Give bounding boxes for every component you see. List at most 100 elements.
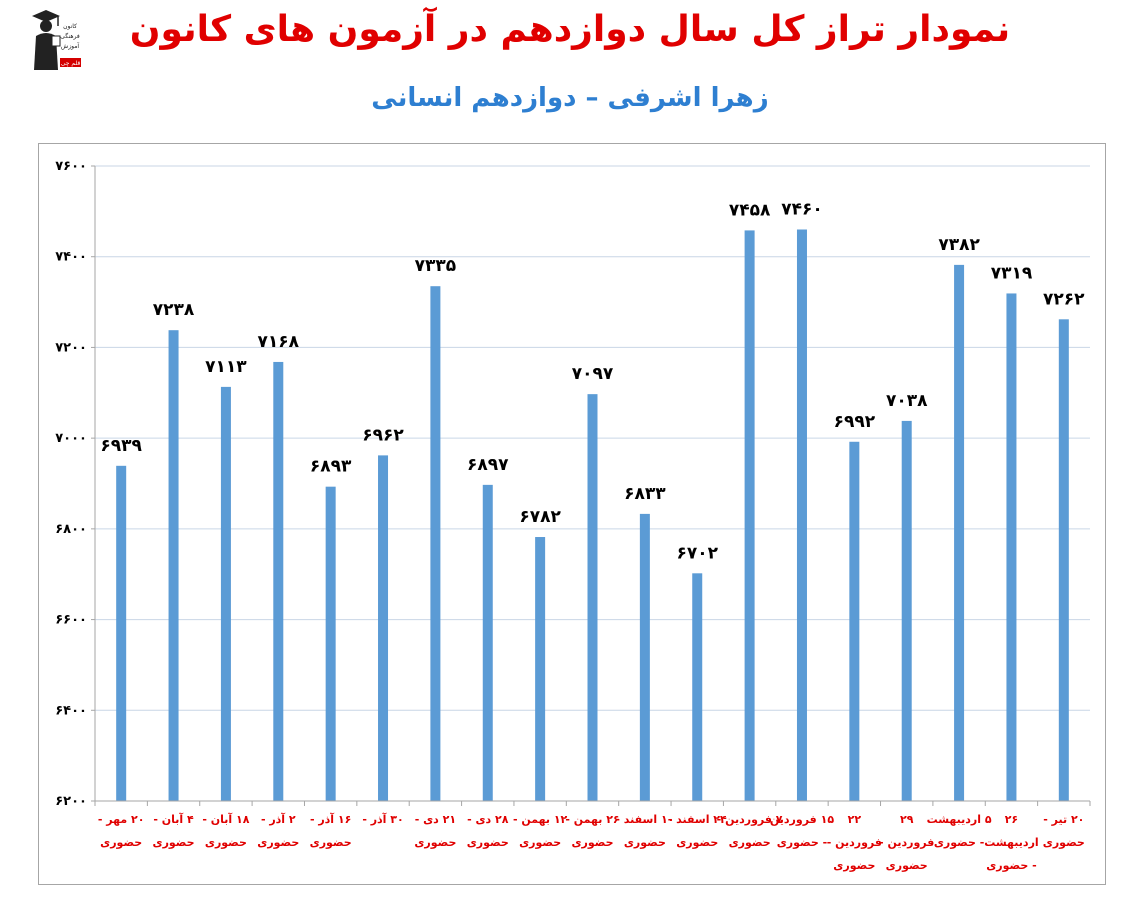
x-tick-label: - حضوری xyxy=(934,836,984,849)
x-tick-label: ۳۰ آذر - xyxy=(362,812,403,826)
x-tick-label: ۲۲ xyxy=(848,813,862,826)
x-tick-label: حضوری xyxy=(886,859,928,872)
x-tick-label: فروردین - xyxy=(827,836,882,849)
y-tick-label: ۶۸۰۰ xyxy=(55,522,87,537)
y-tick-label: ۷۶۰۰ xyxy=(55,159,87,174)
kanoon-graduate-logo-icon: کانون فرهنگی آموزش قلم چی xyxy=(30,6,82,72)
x-tick-label: ۴ آبان - xyxy=(153,812,194,826)
x-tick-label: حضوری xyxy=(729,836,771,849)
logo-text-2: فرهنگی xyxy=(60,32,80,40)
page-title: نمودار تراز کل سال دوازدهم در آزمون های … xyxy=(129,9,1011,50)
logo-text-1: کانون xyxy=(63,23,77,30)
data-label: ۷۰۳۸ xyxy=(886,391,928,411)
chart-frame xyxy=(38,143,1106,885)
x-tick-label: حضوری xyxy=(467,836,509,849)
x-tick-label: ۱۵ فروردین xyxy=(770,813,834,826)
data-label: ۷۲۶۲ xyxy=(1043,289,1085,309)
x-tick-label: ۱۸ آبان - xyxy=(202,812,249,826)
bar xyxy=(796,229,807,801)
page-subtitle: زهرا اشرفی – دوازدهم انسانی xyxy=(371,83,769,113)
logo-text-3: آموزش xyxy=(61,41,80,50)
x-tick-label: - حضوری xyxy=(986,859,1036,872)
x-tick-label: حضوری xyxy=(519,836,561,849)
x-tick-label: ۲۰ مهر - xyxy=(98,813,145,826)
bar xyxy=(430,286,441,802)
x-tick-label: حضوری xyxy=(571,836,613,849)
x-tick-label: حضوری xyxy=(414,836,456,849)
x-tick-label: فروردین - xyxy=(879,836,934,849)
bar xyxy=(954,264,965,802)
bar xyxy=(116,465,127,801)
x-tick-label: ۲۶ بهمن - xyxy=(565,813,619,826)
x-tick-label: حضوری xyxy=(624,836,666,849)
data-label: ۶۸۹۳ xyxy=(310,457,352,477)
category-labels: ۲۰ مهر - حضوری ۴ آبان - حضوری ۱۸ آبان - حضوری… xyxy=(98,812,1085,872)
data-label: ۶۹۹۲ xyxy=(834,412,876,432)
x-tick-label: حضوری xyxy=(153,836,195,849)
x-tick-label: حضوری xyxy=(205,836,247,849)
bar xyxy=(378,455,389,801)
x-tick-label: حضوری xyxy=(833,859,875,872)
x-tick-label: ۱۲ بهمن - xyxy=(513,813,568,826)
data-label: ۷۰۹۷ xyxy=(572,364,614,384)
bar xyxy=(220,386,231,801)
logo-text-4: قلم چی xyxy=(61,60,81,67)
x-tick-label: ۲ آذر - xyxy=(261,812,296,826)
x-tick-label: ۲۰ تیر - xyxy=(1043,813,1084,826)
x-tick-label: ۲۹ xyxy=(900,813,914,826)
data-label: ۶۸۳۳ xyxy=(624,484,666,504)
data-label: ۶۹۳۹ xyxy=(100,436,142,456)
x-tick-label: ۱۶ آذر - xyxy=(310,812,351,826)
y-tick-label: ۷۰۰۰ xyxy=(55,431,87,446)
x-tick-label: ۲۶ xyxy=(1005,813,1018,826)
bar xyxy=(535,537,546,801)
data-label: ۶۹۶۲ xyxy=(362,425,404,445)
bar xyxy=(692,573,703,801)
x-tick-label: ۲۱ دی - xyxy=(415,813,456,826)
y-tick-label: ۶۶۰۰ xyxy=(55,613,87,628)
bar xyxy=(325,486,336,801)
x-tick-label: - حضوری xyxy=(777,836,827,849)
x-tick-label: حضوری xyxy=(310,836,352,849)
y-tick-label: ۶۲۰۰ xyxy=(55,794,87,809)
bar xyxy=(273,361,284,801)
x-tick-label: حضوری xyxy=(100,836,142,849)
x-tick-label: ۲۸ دی - xyxy=(467,813,509,826)
data-label: ۷۱۱۳ xyxy=(205,357,247,377)
bar xyxy=(1058,319,1069,801)
bar xyxy=(168,330,179,801)
data-label: ۶۸۹۷ xyxy=(467,455,509,475)
bar xyxy=(849,441,860,801)
x-tick-label: حضوری xyxy=(257,836,299,849)
data-label: ۷۳۸۲ xyxy=(938,235,980,255)
axes xyxy=(94,166,1091,806)
y-tick-label: ۶۴۰۰ xyxy=(55,703,87,718)
x-tick-label: ۵ اردیبهشت xyxy=(927,813,992,826)
data-label: ۷۲۳۸ xyxy=(153,300,195,320)
data-label: ۷۴۵۸ xyxy=(729,200,771,220)
data-label: ۷۳۱۹ xyxy=(991,263,1033,283)
bars xyxy=(116,229,1069,802)
data-label: ۷۳۳۵ xyxy=(415,256,457,276)
x-tick-label: ۱۰ اسفند - xyxy=(615,813,674,826)
y-tick-labels: ۶۲۰۰ ۶۴۰۰ ۶۶۰۰ ۶۸۰۰ ۷۰۰۰ ۷۲۰۰ ۷۴۰۰ ۷۶۰۰ xyxy=(55,159,95,809)
x-tick-label: ۲۴ اسفند - xyxy=(668,813,727,826)
x-tick-label: اردیبهشت xyxy=(984,836,1038,849)
value-labels: ۶۹۳۹ ۷۲۳۸ ۷۱۱۳ ۷۱۶۸ ۶۸۹۳ ۶۹۶۲ ۷۳۳۵ ۶۸۹۷ ۶۷۸۲ ۷۰۹۷… xyxy=(100,200,1085,564)
x-tick-label: حضوری xyxy=(1043,836,1085,849)
bar xyxy=(639,513,650,801)
bar xyxy=(901,420,912,801)
x-tick-label: ۷ فروردین - xyxy=(717,813,783,826)
data-label: ۶۷۰۲ xyxy=(676,543,718,563)
y-tick-label: ۷۴۰۰ xyxy=(55,250,87,265)
data-label: ۷۴۶۰ xyxy=(781,200,823,220)
x-tick-label: حضوری xyxy=(676,836,718,849)
data-label: ۷۱۶۸ xyxy=(258,332,300,352)
bar xyxy=(1006,293,1017,801)
y-tick-label: ۷۲۰۰ xyxy=(55,340,87,355)
bar xyxy=(587,394,598,801)
data-label: ۶۷۸۲ xyxy=(519,507,561,527)
bar xyxy=(744,230,755,801)
